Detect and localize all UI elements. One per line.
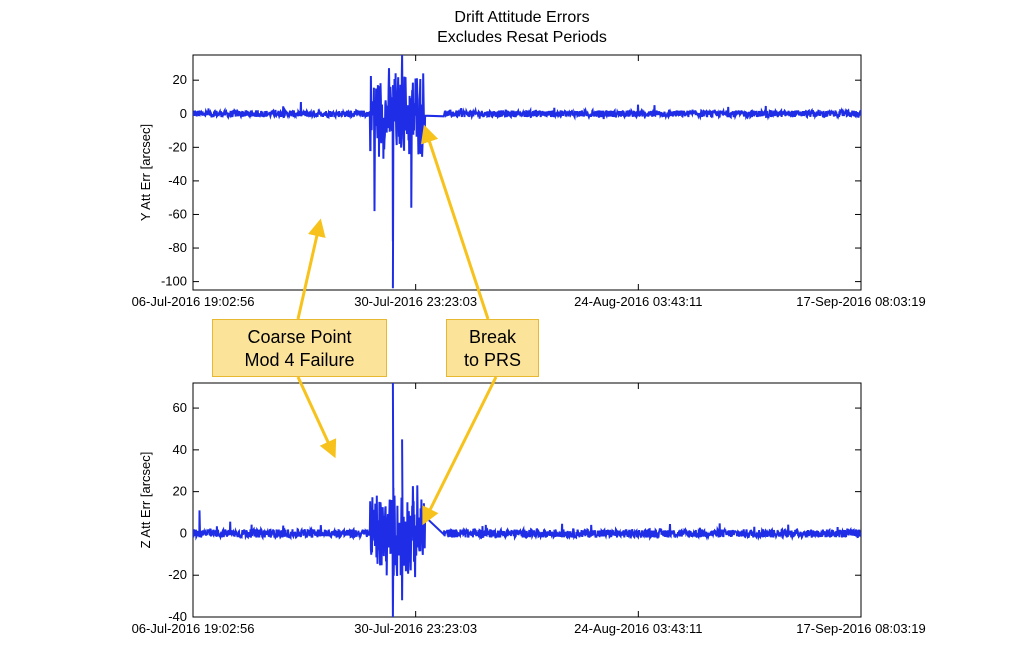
break-arrow-up [420, 124, 490, 320]
y-tick-label: 0 [180, 106, 187, 121]
break-arrow-down [422, 376, 498, 526]
y-tick-label: -80 [168, 240, 187, 255]
x-tick-label-second: 30-Jul-2016 23:23:03 [354, 621, 477, 636]
x-tick-label-second: 30-Jul-2016 23:23:03 [354, 294, 477, 309]
chart-title: Drift Attitude Errors [454, 9, 589, 26]
plot-frame [192, 54, 862, 291]
annotation-arrows [296, 124, 498, 526]
x-tick-label-end: 17-Sep-2016 08:03:19 [796, 621, 925, 636]
break-label-line2: to PRS [463, 350, 522, 370]
y-tick-label: -20 [168, 139, 187, 154]
y-tick-label: -100 [161, 274, 187, 289]
y-tick-label: 60 [173, 400, 187, 415]
y-tick-label: 20 [173, 484, 187, 499]
chart-subtitle: Excludes Resat Periods [437, 29, 607, 46]
y-axis-label: Y Att Err [arcsec] [138, 124, 153, 221]
attitude-error-series [193, 383, 861, 617]
coarse-point-arrow-down [296, 376, 337, 459]
break-label-line1: Break [468, 327, 517, 347]
coarse-point-label-line2: Mod 4 Failure [244, 350, 355, 370]
x-tick-label-third: 24-Aug-2016 03:43:11 [574, 294, 702, 309]
coarse-point-label-line1: Coarse Point [247, 327, 352, 347]
y-tick-label: -40 [168, 173, 187, 188]
coarse-point-arrow-up [296, 218, 326, 320]
x-tick-label-start: 06-Jul-2016 19:02:56 [132, 294, 255, 309]
coarse-point-callout: Coarse Point Mod 4 Failure [212, 319, 387, 377]
y-tick-label: -40 [168, 609, 187, 624]
x-tick-label-end: 17-Sep-2016 08:03:19 [796, 294, 925, 309]
x-tick-label-third: 24-Aug-2016 03:43:11 [574, 621, 702, 636]
x-tick-label-start: 06-Jul-2016 19:02:56 [132, 621, 255, 636]
y-tick-label: 0 [180, 525, 187, 540]
y-tick-label: -60 [168, 206, 187, 221]
y-att-err-panel: 20 0 -20 -40 -60 -80 -100 06-Jul-2016 19:02:56 3… [132, 54, 926, 309]
y-tick-label: 40 [173, 442, 187, 457]
plot-frame [192, 382, 862, 618]
attitude-error-series [193, 55, 861, 289]
y-tick-label: -20 [168, 567, 187, 582]
y-axis-label: Z Att Err [arcsec] [138, 452, 153, 549]
y-tick-label: 20 [173, 72, 187, 87]
break-to-prs-callout: Break to PRS [446, 319, 539, 377]
